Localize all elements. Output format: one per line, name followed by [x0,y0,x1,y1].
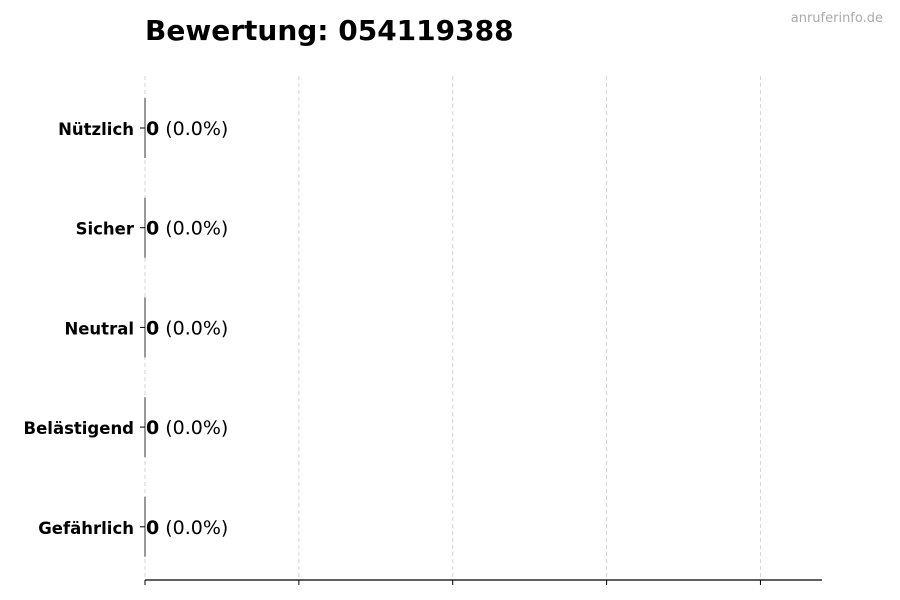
percent-label: (0.0%) [165,118,228,140]
chart-title: Bewertung: 054119388 [145,14,514,47]
data-label: 0 (0.0%) [146,218,228,240]
count-label: 0 [146,118,159,140]
percent-label: (0.0%) [165,218,228,240]
watermark: anruferinfo.de [791,11,883,26]
data-label: 0 (0.0%) [146,317,228,339]
percent-label: (0.0%) [165,317,228,339]
count-label: 0 [146,317,159,339]
count-label: 0 [146,218,159,240]
category-label: Gefährlich [38,519,134,538]
percent-label: (0.0%) [165,417,228,439]
category-label: Belästigend [24,419,134,438]
data-label: 0 (0.0%) [146,517,228,539]
data-label: 0 (0.0%) [146,417,228,439]
category-label: Sicher [76,220,135,239]
percent-label: (0.0%) [165,517,228,539]
category-label: Nützlich [58,120,134,139]
category-label: Neutral [64,319,134,338]
data-label: 0 (0.0%) [146,118,228,140]
count-label: 0 [146,417,159,439]
count-label: 0 [146,517,159,539]
